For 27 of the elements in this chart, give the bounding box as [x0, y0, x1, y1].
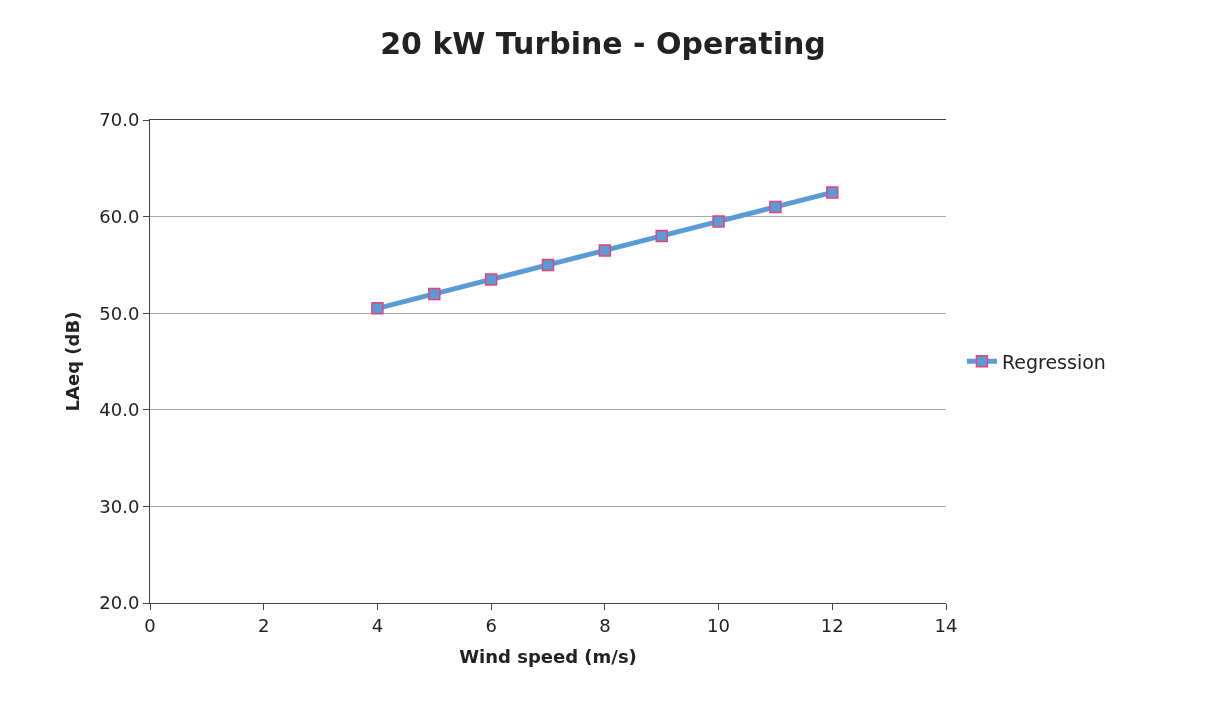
- point: [428, 287, 441, 301]
- chart-title: 20 kW Turbine - Operating: [380, 25, 826, 61]
- x-tick-label: 0: [144, 614, 156, 636]
- x-tick-label: 4: [371, 614, 384, 636]
- x-tick-label: 8: [599, 614, 611, 636]
- y-axis-title: LAeq (dB): [61, 311, 83, 412]
- point: [655, 229, 668, 243]
- y-tick-label: 70.0: [99, 109, 140, 131]
- x-tick-label: 2: [257, 614, 270, 636]
- y-tick-label: 40.0: [99, 399, 140, 421]
- x-tick-label: 6: [485, 614, 497, 636]
- point: [826, 186, 839, 199]
- point: [541, 258, 555, 272]
- legend-label: Regression: [1001, 350, 1106, 373]
- y-tick-label: 60.0: [99, 205, 140, 227]
- point: [598, 244, 612, 257]
- point: [484, 273, 498, 286]
- point: [371, 302, 384, 315]
- y-tick-label: 20.0: [99, 592, 140, 614]
- x-tick-label: 10: [707, 614, 731, 636]
- y-tick-label: 30.0: [99, 495, 140, 517]
- x-tick-label: 14: [934, 614, 958, 636]
- point: [769, 200, 782, 214]
- point: [712, 215, 725, 228]
- x-axis-title: Wind speed (m/s): [459, 645, 637, 667]
- y-tick-label: 50.0: [99, 302, 140, 324]
- x-tick-label: 12: [820, 614, 844, 636]
